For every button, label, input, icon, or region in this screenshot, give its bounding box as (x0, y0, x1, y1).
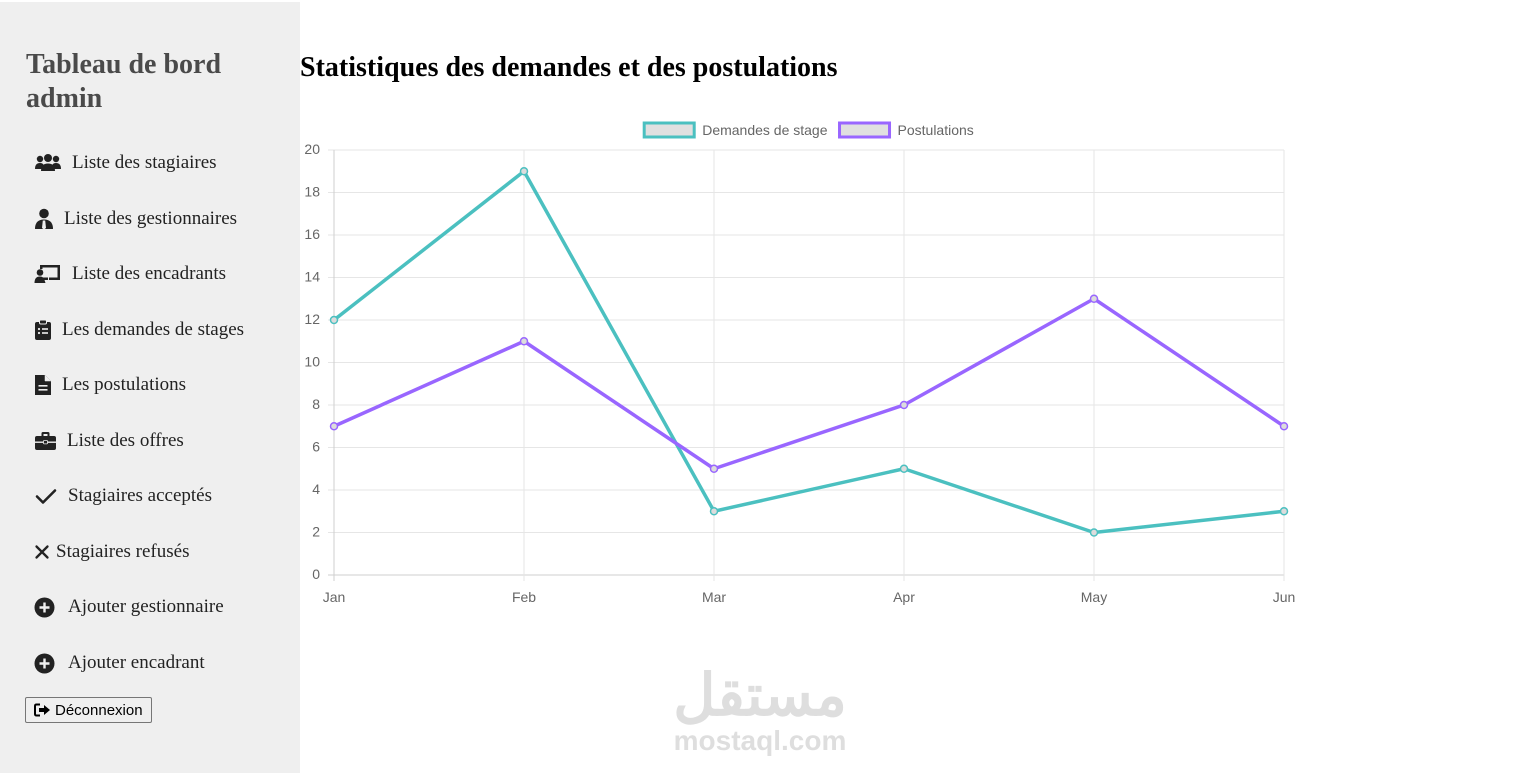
page-title: Statistiques des demandes et des postula… (300, 52, 838, 83)
sidebar-item-label: Ajouter gestionnaire (68, 596, 224, 617)
sidebar-item-liste-stagiaires[interactable]: Liste des stagiaires (34, 148, 217, 178)
y-tick-label: 8 (312, 396, 320, 412)
sidebar-item-label: Liste des offres (67, 430, 184, 451)
y-tick-label: 10 (304, 354, 320, 370)
legend-label: Demandes de stage (702, 122, 828, 138)
series-line (332, 169, 1285, 535)
x-tick-label: Mar (702, 589, 726, 605)
y-tick-label: 6 (312, 439, 320, 455)
y-tick-label: 12 (304, 311, 320, 327)
data-point (899, 400, 909, 410)
x-tick-label: Jan (323, 589, 346, 605)
logout-label: Déconnexion (55, 701, 143, 719)
users-icon (34, 153, 62, 173)
watermark-arabic: مستقل (673, 663, 847, 728)
logout-button[interactable]: Déconnexion (25, 697, 152, 723)
sidebar-item-label: Les postulations (62, 374, 187, 395)
user-tie-icon (34, 208, 54, 230)
briefcase-icon (34, 431, 57, 451)
sidebar-item-demandes-stages[interactable]: Les demandes de stages (34, 315, 244, 345)
data-point (709, 507, 719, 516)
y-tick-label: 18 (304, 184, 320, 200)
data-point (519, 337, 529, 346)
sidebar-item-label: Liste des stagiaires (72, 152, 217, 173)
file-icon (34, 374, 52, 396)
plus-circle-icon (34, 597, 55, 618)
sidebar-item-label: Stagiaires refusés (56, 541, 190, 562)
chalkboard-teacher-icon (34, 264, 62, 284)
sidebar: Tableau de bord admin Liste des stagiair… (0, 2, 300, 773)
data-point (1089, 528, 1099, 537)
times-icon (34, 543, 50, 561)
watermark: مستقل mostaql.com (640, 665, 880, 755)
sign-out-icon (34, 703, 50, 717)
check-icon (34, 486, 58, 506)
x-tick-label: Jun (1273, 589, 1296, 605)
chart-canvas: 0 2 4 6 8 10 12 14 16 18 20 Jan Feb Mar Apr May Jun Deman… (304, 121, 1296, 605)
sidebar-item-ajouter-gestionnaire[interactable]: Ajouter gestionnaire (34, 592, 224, 622)
legend-swatch (642, 121, 696, 139)
data-point (899, 464, 909, 473)
sidebar-item-label: Ajouter encadrant (68, 652, 205, 673)
watermark-latin: mostaql.com (673, 725, 847, 756)
sidebar-item-label: Stagiaires acceptés (68, 485, 213, 506)
y-tick-label: 20 (304, 141, 320, 157)
series-line (333, 297, 1285, 471)
data-point (1279, 422, 1289, 431)
y-tick-label: 2 (312, 524, 320, 540)
plus-circle-icon (34, 653, 55, 674)
y-tick-label: 0 (312, 566, 320, 582)
legend-label: Postulations (898, 122, 974, 138)
sidebar-item-ajouter-encadrant[interactable]: Ajouter encadrant (34, 648, 205, 678)
x-tick-label: Feb (512, 589, 536, 605)
sidebar-item-liste-offres[interactable]: Liste des offres (34, 426, 184, 456)
sidebar-item-liste-encadrants[interactable]: Liste des encadrants (34, 259, 226, 289)
data-point (1089, 294, 1099, 303)
y-tick-label: 16 (304, 226, 320, 242)
y-tick-label: 14 (304, 269, 320, 285)
line-chart: 0 2 4 6 8 10 12 14 16 18 20 Jan Feb Mar Apr May Jun Deman… (300, 112, 1310, 612)
data-point (709, 464, 719, 473)
sidebar-item-label: Liste des gestionnaires (64, 208, 238, 229)
sidebar-item-liste-gestionnaires[interactable]: Liste des gestionnaires (34, 204, 237, 234)
x-tick-label: Apr (893, 589, 915, 605)
y-tick-label: 4 (312, 481, 320, 497)
data-point (329, 315, 339, 325)
legend-swatch (838, 121, 892, 139)
data-point (519, 167, 529, 176)
sidebar-title: Tableau de bord admin (26, 49, 222, 114)
sidebar-item-label: Liste des encadrants (72, 263, 227, 284)
data-point (1279, 507, 1289, 516)
clipboard-icon (34, 319, 52, 341)
sidebar-item-postulations[interactable]: Les postulations (34, 370, 186, 400)
sidebar-item-label: Les demandes de stages (62, 319, 245, 340)
sidebar-item-stagiaires-acceptes[interactable]: Stagiaires acceptés (34, 481, 212, 511)
x-tick-label: May (1081, 589, 1107, 605)
data-point (329, 422, 339, 431)
sidebar-item-stagiaires-refuses[interactable]: Stagiaires refusés (34, 537, 189, 567)
